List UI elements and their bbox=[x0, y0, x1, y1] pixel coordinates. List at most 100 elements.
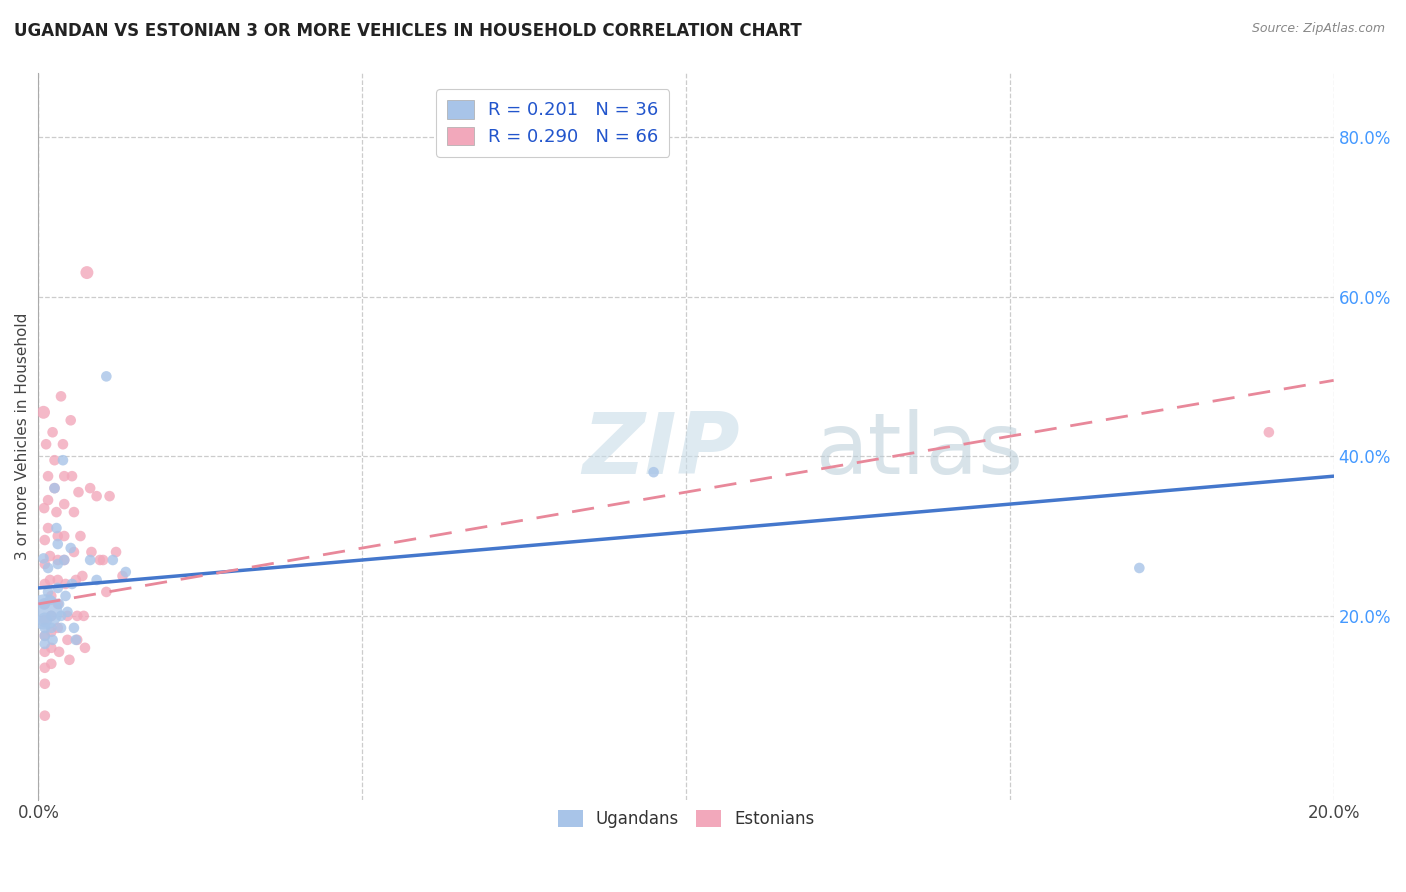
Point bbox=[39, 593, 62, 607]
Point bbox=[56, 632, 79, 647]
Point bbox=[60, 469, 83, 483]
Point bbox=[49, 389, 72, 403]
Point bbox=[49, 608, 72, 623]
Point bbox=[96, 585, 118, 599]
Point bbox=[65, 573, 87, 587]
Point bbox=[39, 621, 62, 635]
Point bbox=[39, 573, 62, 587]
Point bbox=[34, 613, 56, 627]
Y-axis label: 3 or more Vehicles in Household: 3 or more Vehicles in Household bbox=[15, 312, 30, 560]
Point bbox=[53, 553, 76, 567]
Point bbox=[53, 553, 76, 567]
Text: atlas: atlas bbox=[815, 409, 1024, 492]
Point bbox=[66, 608, 89, 623]
Point bbox=[41, 425, 63, 440]
Point bbox=[67, 485, 90, 500]
Point bbox=[39, 657, 62, 671]
Point bbox=[44, 481, 66, 495]
Point bbox=[32, 597, 55, 611]
Point bbox=[34, 597, 56, 611]
Point bbox=[72, 569, 94, 583]
Point bbox=[65, 632, 87, 647]
Point bbox=[111, 569, 134, 583]
Point bbox=[34, 661, 56, 675]
Point bbox=[34, 637, 56, 651]
Point bbox=[79, 553, 101, 567]
Point bbox=[34, 557, 56, 571]
Point bbox=[73, 608, 96, 623]
Point bbox=[34, 621, 56, 635]
Point bbox=[53, 469, 76, 483]
Point bbox=[55, 589, 77, 603]
Point bbox=[32, 405, 55, 419]
Point bbox=[32, 501, 55, 516]
Point bbox=[63, 545, 86, 559]
Point bbox=[34, 677, 56, 691]
Point bbox=[73, 640, 96, 655]
Point bbox=[34, 577, 56, 591]
Point bbox=[49, 621, 72, 635]
Point bbox=[39, 589, 62, 603]
Point bbox=[96, 369, 118, 384]
Point bbox=[89, 553, 111, 567]
Point bbox=[34, 613, 56, 627]
Point bbox=[86, 489, 108, 503]
Point bbox=[59, 413, 82, 427]
Point bbox=[63, 505, 86, 519]
Point bbox=[48, 645, 70, 659]
Point bbox=[63, 621, 86, 635]
Point bbox=[35, 437, 58, 451]
Point bbox=[37, 561, 59, 575]
Point bbox=[39, 608, 62, 623]
Point bbox=[34, 629, 56, 643]
Point bbox=[91, 553, 114, 567]
Point bbox=[59, 541, 82, 555]
Point bbox=[48, 597, 70, 611]
Point bbox=[46, 537, 69, 551]
Point bbox=[60, 577, 83, 591]
Point bbox=[56, 608, 79, 623]
Point bbox=[53, 529, 76, 543]
Point bbox=[46, 621, 69, 635]
Point bbox=[55, 577, 77, 591]
Point bbox=[52, 437, 75, 451]
Point bbox=[58, 653, 80, 667]
Point bbox=[44, 453, 66, 467]
Point bbox=[69, 529, 91, 543]
Point bbox=[39, 608, 62, 623]
Point bbox=[46, 597, 69, 611]
Point bbox=[114, 565, 136, 579]
Point bbox=[45, 505, 67, 519]
Point bbox=[34, 629, 56, 643]
Point bbox=[44, 481, 66, 495]
Point bbox=[45, 521, 67, 535]
Point bbox=[46, 529, 69, 543]
Point bbox=[643, 465, 665, 479]
Point bbox=[34, 645, 56, 659]
Point bbox=[39, 549, 62, 563]
Point bbox=[46, 557, 69, 571]
Text: UGANDAN VS ESTONIAN 3 OR MORE VEHICLES IN HOUSEHOLD CORRELATION CHART: UGANDAN VS ESTONIAN 3 OR MORE VEHICLES I… bbox=[14, 22, 801, 40]
Point bbox=[80, 545, 103, 559]
Point bbox=[66, 632, 89, 647]
Text: ZIP: ZIP bbox=[582, 409, 740, 492]
Point bbox=[46, 553, 69, 567]
Point bbox=[52, 453, 75, 467]
Point bbox=[39, 640, 62, 655]
Point bbox=[98, 489, 121, 503]
Point bbox=[39, 624, 62, 639]
Point bbox=[37, 469, 59, 483]
Point bbox=[1257, 425, 1279, 440]
Text: Source: ZipAtlas.com: Source: ZipAtlas.com bbox=[1251, 22, 1385, 36]
Point bbox=[56, 605, 79, 619]
Point bbox=[32, 551, 55, 566]
Point bbox=[86, 573, 108, 587]
Point bbox=[1128, 561, 1150, 575]
Point bbox=[46, 573, 69, 587]
Legend: Ugandans, Estonians: Ugandans, Estonians bbox=[551, 804, 821, 835]
Point bbox=[37, 521, 59, 535]
Point bbox=[34, 708, 56, 723]
Point bbox=[105, 545, 128, 559]
Point bbox=[37, 493, 59, 508]
Point bbox=[34, 605, 56, 619]
